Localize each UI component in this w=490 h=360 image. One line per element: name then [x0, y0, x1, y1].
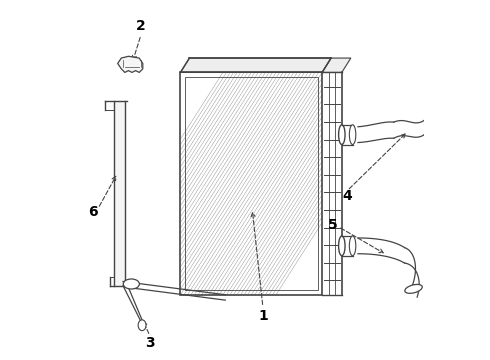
- Polygon shape: [114, 101, 125, 286]
- Ellipse shape: [349, 125, 356, 144]
- Text: 6: 6: [88, 205, 98, 219]
- Bar: [180, 72, 322, 295]
- Ellipse shape: [138, 320, 146, 330]
- Text: 5: 5: [328, 218, 338, 232]
- Ellipse shape: [339, 125, 345, 144]
- Ellipse shape: [349, 236, 356, 256]
- Text: 1: 1: [258, 309, 268, 323]
- Ellipse shape: [339, 236, 345, 256]
- Text: 3: 3: [145, 336, 155, 350]
- Text: 4: 4: [343, 189, 352, 203]
- Polygon shape: [322, 58, 351, 72]
- Ellipse shape: [405, 284, 422, 293]
- Ellipse shape: [123, 279, 139, 289]
- Polygon shape: [118, 56, 143, 72]
- Polygon shape: [180, 58, 331, 72]
- Text: 2: 2: [136, 19, 146, 33]
- Bar: [185, 77, 318, 291]
